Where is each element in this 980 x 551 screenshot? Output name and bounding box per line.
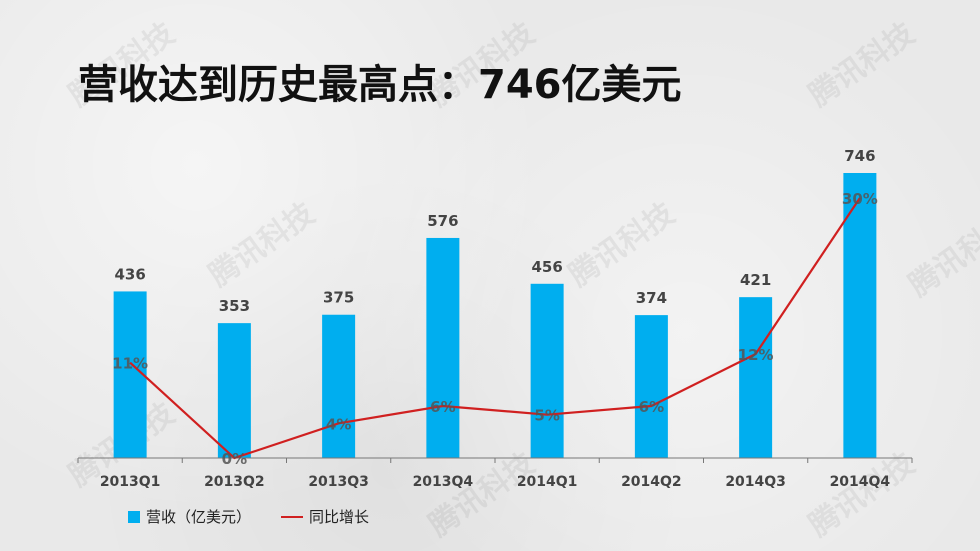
legend-line-swatch (281, 515, 304, 518)
line-value-label: 6% (639, 398, 664, 416)
bar (530, 283, 564, 458)
x-tick-label: 2014Q4 (830, 474, 891, 490)
legend-line-label: 同比增长 (309, 508, 370, 526)
chart-legend: 营收（亿美元） 同比增长 (128, 506, 399, 527)
bar-value-label: 353 (219, 297, 250, 315)
legend-item-revenue: 营收（亿美元） (128, 506, 251, 527)
line-value-label: 11% (112, 355, 148, 373)
bar (739, 297, 773, 458)
bar (113, 291, 147, 458)
line-value-label: 0% (222, 450, 247, 468)
bar (426, 237, 460, 458)
bar (634, 315, 668, 458)
legend-bar-swatch (128, 510, 140, 523)
line-value-label: 4% (326, 415, 351, 433)
bar-value-label: 374 (636, 289, 667, 307)
x-tick-label: 2013Q2 (204, 474, 265, 490)
legend-item-growth: 同比增长 (281, 506, 369, 527)
bar-value-label: 746 (844, 147, 875, 165)
legend-bar-label: 营收（亿美元） (146, 508, 252, 526)
bar (217, 323, 251, 458)
x-tick-label: 2013Q1 (100, 474, 161, 490)
bar-value-label: 375 (323, 289, 354, 307)
bar (322, 314, 356, 458)
x-tick-label: 2014Q1 (517, 474, 578, 490)
line-value-label: 30% (842, 190, 878, 208)
x-tick-label: 2013Q3 (308, 474, 369, 490)
line-value-label: 5% (534, 407, 559, 425)
x-tick-label: 2014Q3 (725, 474, 786, 490)
bar-value-label: 436 (114, 265, 145, 283)
bar (843, 173, 877, 458)
x-tick-label: 2014Q2 (621, 474, 682, 490)
x-tick-label: 2013Q4 (413, 474, 474, 490)
page-title: 营收达到历史最高点：746亿美元 (78, 62, 682, 108)
line-value-label: 12% (738, 346, 774, 364)
growth-line (129, 197, 861, 460)
bar-value-label: 421 (740, 271, 771, 289)
bar-value-label: 456 (531, 258, 562, 276)
line-value-label: 6% (430, 398, 455, 416)
bar-value-label: 576 (427, 212, 458, 230)
